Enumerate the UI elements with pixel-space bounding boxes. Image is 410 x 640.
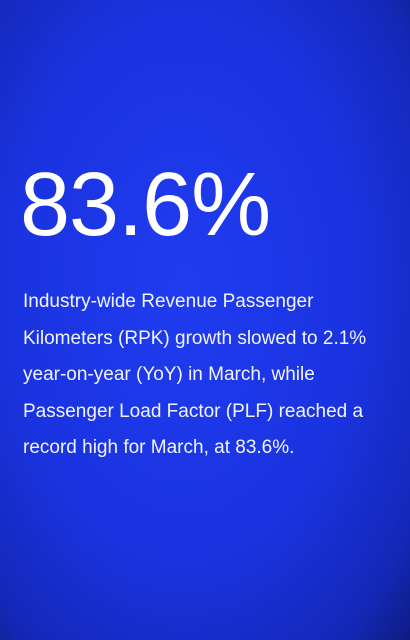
description-line: year-on-year (YoY) in March, while [23,364,315,385]
description-line: Kilometers (RPK) growth slowed to 2.1% [23,327,367,349]
stat-value: 83.6% [20,155,271,255]
description: Industry-wide Revenue Passenger Kilometer… [23,284,408,467]
description-line: record high for March, at 83.6%. [23,437,295,458]
description-line: Passenger Load Factor (PLF) reached a [23,400,364,422]
description-line: Industry-wide Revenue Passenger [23,291,314,312]
